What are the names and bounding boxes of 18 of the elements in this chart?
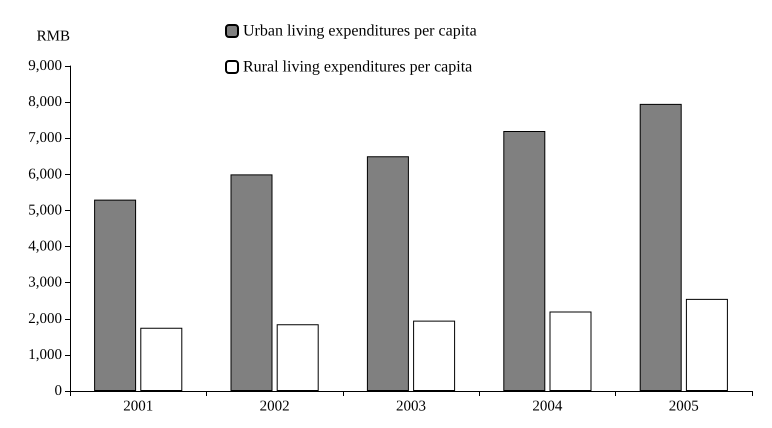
y-tick-label: 5,000 — [28, 202, 62, 218]
y-tick-label: 9,000 — [28, 58, 62, 74]
y-tick-label: 6,000 — [28, 166, 62, 182]
x-tick-label: 2003 — [396, 398, 426, 414]
y-axis-title: RMB — [36, 28, 70, 44]
legend-label: Urban living expenditures per capita — [243, 22, 477, 40]
x-tick-label: 2001 — [123, 398, 154, 414]
y-tick-label: 7,000 — [28, 130, 62, 146]
y-tick-label: 2,000 — [28, 310, 62, 327]
y-tick-label: 3,000 — [28, 274, 62, 291]
x-tick-label: 2005 — [668, 398, 699, 414]
legend-label: Rural living expenditures per capita — [243, 58, 472, 76]
y-tick-label: 8,000 — [28, 94, 62, 110]
x-tick-label: 2004 — [532, 398, 563, 414]
y-tick-label: 1,000 — [28, 346, 62, 363]
x-tick-label: 2002 — [260, 398, 290, 414]
y-tick-label: 0 — [54, 383, 62, 399]
y-tick-label: 4,000 — [28, 238, 62, 255]
